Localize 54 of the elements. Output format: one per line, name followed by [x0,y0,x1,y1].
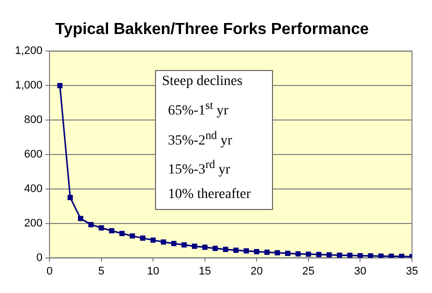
x-tick-label: 0 [46,265,53,278]
point [295,251,301,256]
point [140,236,146,241]
y-tick-label: 1,200 [14,45,43,58]
point [57,83,63,88]
y-tick-label: 600 [24,148,43,161]
point [306,252,312,257]
point [212,246,218,251]
point [388,254,394,258]
chart-title: Typical Bakken/Three Forks Performance [55,21,369,38]
point [78,216,84,222]
point [171,240,176,246]
annotation: 65%-1$^{st}$ yr [167,98,230,120]
point [150,237,156,243]
point [160,239,166,245]
annotation: Steep declines [162,74,244,90]
y-tick-label: 400 [24,182,43,195]
x-tick-label: 30 [354,265,366,278]
x-tick-label: 15 [198,265,211,278]
y-tick-label: 800 [24,114,43,126]
point [202,244,208,250]
point [98,225,104,230]
x-tick-label: 10 [146,265,160,278]
point [285,250,290,256]
point [244,248,249,254]
x-tick-label: 5 [98,265,104,278]
x-tick-label: 25 [302,265,315,278]
y-tick-label: 0 [36,252,43,264]
point [264,250,270,255]
annotation: 15%-3$^{rd}$ yr [167,157,232,179]
x-tick-label: 35 [406,265,418,278]
point [378,253,384,258]
point [68,194,73,200]
y-tick-label: 1,000 [14,80,43,92]
point [119,230,125,236]
point [130,233,135,239]
point [326,252,332,258]
annotation: 35%-2$^{nd}$ yr [167,128,234,150]
point [182,242,187,248]
point [336,252,342,258]
point [358,253,363,258]
point [316,252,322,258]
point [347,252,352,258]
point [233,248,239,253]
point [254,248,260,254]
point [274,250,280,256]
point [192,244,198,249]
x-tick-label: 20 [250,265,263,278]
y-tick-label: 200 [24,217,43,230]
point [222,246,228,252]
point [88,222,94,228]
annotation: 10% thereafter [167,186,252,203]
point [109,228,114,234]
point [399,254,404,258]
